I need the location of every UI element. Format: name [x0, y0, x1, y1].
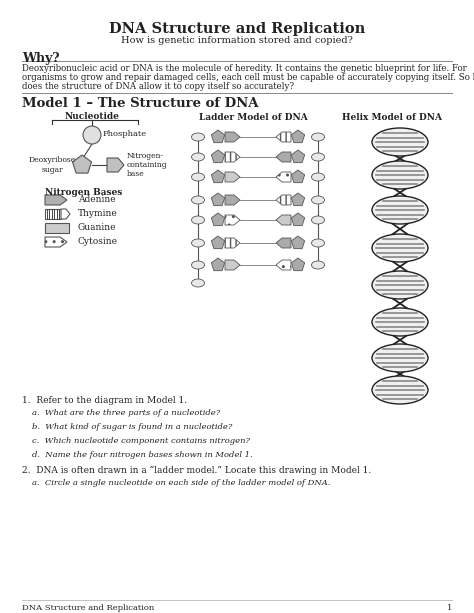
Text: d.  Name the four nitrogen bases shown in Model 1.: d. Name the four nitrogen bases shown in…	[32, 451, 253, 459]
Polygon shape	[292, 213, 305, 226]
Polygon shape	[276, 152, 291, 162]
Ellipse shape	[311, 261, 325, 269]
Polygon shape	[292, 193, 305, 206]
Polygon shape	[276, 215, 291, 225]
FancyBboxPatch shape	[45, 209, 61, 219]
Ellipse shape	[311, 153, 325, 161]
Ellipse shape	[191, 261, 204, 269]
Ellipse shape	[372, 271, 428, 299]
Polygon shape	[73, 155, 91, 173]
Text: Ladder Model of DNA: Ladder Model of DNA	[199, 113, 307, 122]
Text: Deoxyribose
sugar: Deoxyribose sugar	[28, 156, 76, 173]
Text: Phosphate: Phosphate	[103, 130, 147, 138]
Polygon shape	[276, 260, 291, 270]
Ellipse shape	[372, 196, 428, 224]
Ellipse shape	[191, 279, 204, 287]
Text: Nitrogen Bases: Nitrogen Bases	[45, 188, 122, 197]
Text: Why?: Why?	[22, 52, 60, 65]
Text: 1.  Refer to the diagram in Model 1.: 1. Refer to the diagram in Model 1.	[22, 396, 187, 405]
Text: Guanine: Guanine	[78, 224, 117, 232]
Polygon shape	[225, 195, 240, 205]
Polygon shape	[107, 158, 124, 172]
Ellipse shape	[372, 128, 428, 156]
Ellipse shape	[191, 153, 204, 161]
Text: c.  Which nucleotide component contains nitrogen?: c. Which nucleotide component contains n…	[32, 437, 250, 445]
Polygon shape	[211, 130, 225, 143]
Text: Deoxyribonucleic acid or DNA is the molecule of heredity. It contains the geneti: Deoxyribonucleic acid or DNA is the mole…	[22, 64, 467, 73]
Polygon shape	[225, 260, 240, 270]
Polygon shape	[225, 172, 240, 182]
Ellipse shape	[191, 239, 204, 247]
Polygon shape	[211, 150, 225, 162]
Polygon shape	[225, 215, 240, 225]
Text: How is genetic information stored and copied?: How is genetic information stored and co…	[121, 36, 353, 45]
Polygon shape	[292, 130, 305, 143]
Polygon shape	[225, 132, 240, 142]
Circle shape	[83, 126, 101, 144]
Text: a.  What are the three parts of a nucleotide?: a. What are the three parts of a nucleot…	[32, 409, 220, 417]
Polygon shape	[276, 172, 291, 182]
Text: 2.  DNA is often drawn in a “ladder model.” Locate this drawing in Model 1.: 2. DNA is often drawn in a “ladder model…	[22, 466, 371, 475]
Ellipse shape	[372, 376, 428, 404]
Ellipse shape	[191, 173, 204, 181]
Polygon shape	[211, 170, 225, 183]
Text: Adenine: Adenine	[78, 196, 116, 205]
Text: organisms to grow and repair damaged cells, each cell must be capable of accurat: organisms to grow and repair damaged cel…	[22, 73, 474, 82]
Text: 1: 1	[447, 604, 452, 612]
Polygon shape	[292, 150, 305, 162]
Text: Nitrogen-
containing
base: Nitrogen- containing base	[127, 152, 168, 178]
Ellipse shape	[191, 133, 204, 141]
Ellipse shape	[372, 308, 428, 336]
Text: Cytosine: Cytosine	[78, 237, 118, 246]
Text: DNA Structure and Replication: DNA Structure and Replication	[22, 604, 154, 612]
Polygon shape	[276, 238, 291, 248]
Ellipse shape	[191, 216, 204, 224]
Text: does the structure of DNA allow it to copy itself so accurately?: does the structure of DNA allow it to co…	[22, 82, 294, 91]
Polygon shape	[61, 209, 70, 219]
Ellipse shape	[191, 196, 204, 204]
Text: Thymine: Thymine	[78, 210, 118, 218]
Polygon shape	[45, 195, 67, 205]
Ellipse shape	[372, 344, 428, 372]
Polygon shape	[211, 213, 225, 226]
Polygon shape	[211, 193, 225, 206]
Ellipse shape	[311, 133, 325, 141]
Polygon shape	[211, 236, 225, 249]
Polygon shape	[211, 258, 225, 271]
Polygon shape	[45, 237, 67, 247]
Text: Nucleotide: Nucleotide	[64, 112, 119, 121]
Polygon shape	[276, 132, 291, 142]
Polygon shape	[276, 195, 291, 205]
Text: DNA Structure and Replication: DNA Structure and Replication	[109, 22, 365, 36]
Text: a.  Circle a single nucleotide on each side of the ladder model of DNA.: a. Circle a single nucleotide on each si…	[32, 479, 330, 487]
Polygon shape	[225, 238, 240, 248]
FancyBboxPatch shape	[45, 223, 69, 233]
Polygon shape	[292, 258, 305, 271]
Text: Model 1 – The Structure of DNA: Model 1 – The Structure of DNA	[22, 97, 258, 110]
Ellipse shape	[311, 216, 325, 224]
Polygon shape	[292, 236, 305, 249]
Ellipse shape	[372, 161, 428, 189]
Polygon shape	[292, 170, 305, 183]
Ellipse shape	[311, 239, 325, 247]
Text: b.  What kind of sugar is found in a nucleotide?: b. What kind of sugar is found in a nucl…	[32, 423, 232, 431]
Ellipse shape	[372, 234, 428, 262]
Ellipse shape	[311, 173, 325, 181]
Ellipse shape	[311, 196, 325, 204]
Text: Helix Model of DNA: Helix Model of DNA	[342, 113, 442, 122]
Polygon shape	[225, 152, 240, 162]
